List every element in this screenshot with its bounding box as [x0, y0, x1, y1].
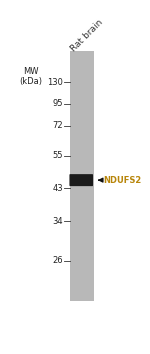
Text: 72: 72	[52, 121, 63, 130]
Text: 130: 130	[47, 78, 63, 86]
FancyBboxPatch shape	[69, 174, 93, 186]
Text: 95: 95	[52, 99, 63, 108]
Text: 55: 55	[52, 151, 63, 160]
Text: Rat brain: Rat brain	[69, 18, 104, 53]
Text: MW
(kDa): MW (kDa)	[19, 67, 42, 86]
Bar	[70, 51, 94, 302]
Text: 34: 34	[52, 217, 63, 225]
Text: NDUFS2: NDUFS2	[104, 176, 142, 185]
Text: 43: 43	[52, 184, 63, 193]
Text: 26: 26	[52, 256, 63, 265]
